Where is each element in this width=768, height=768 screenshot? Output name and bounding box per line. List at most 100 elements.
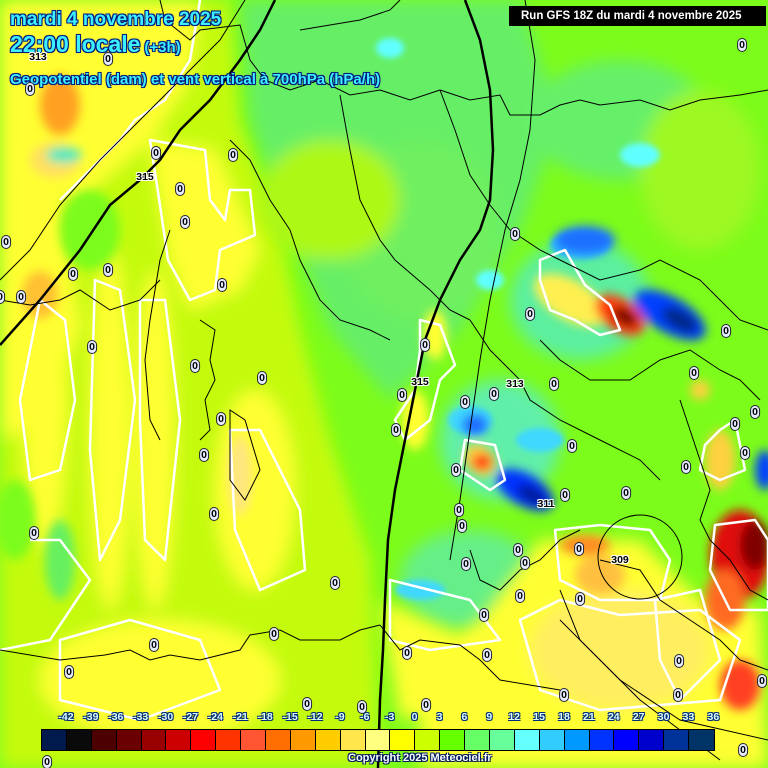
copyright-text: Copyright 2025 Meteociel.fr (348, 752, 492, 764)
zero-contour-label: 0 (421, 698, 431, 712)
forecast-local-time: 22:00 locale (10, 31, 141, 57)
zero-contour-label: 0 (567, 439, 577, 453)
zero-contour-label: 0 (357, 700, 367, 714)
zero-contour-label: 0 (510, 227, 520, 241)
colorbar-swatch (564, 730, 590, 750)
zero-contour-label: 0 (621, 486, 631, 500)
colorbar-tick-label: 33 (682, 711, 695, 723)
colorbar-swatch (42, 730, 67, 750)
zero-contour-label: 0 (175, 182, 185, 196)
zero-contour-label: 0 (513, 543, 523, 557)
colorbar-tick-label: -3 (385, 711, 395, 723)
geopotential-label: 313 (29, 51, 47, 63)
zero-contour-label: 0 (269, 627, 279, 641)
colorbar-swatch (315, 730, 341, 750)
geopotential-label: 311 (537, 498, 555, 510)
zero-contour-label: 0 (559, 688, 569, 702)
colorbar-tick-label: 24 (607, 711, 620, 723)
colorbar-tick-label: 18 (558, 711, 570, 723)
run-banner: Run GFS 18Z du mardi 4 novembre 2025 (509, 6, 766, 26)
colorbar (41, 729, 716, 751)
zero-contour-label: 0 (489, 387, 499, 401)
colorbar-swatch (216, 730, 242, 750)
colorbar-tick-label: 6 (461, 711, 468, 723)
geopotential-label: 315 (411, 376, 429, 388)
colorbar-swatch (91, 730, 117, 750)
colorbar-tick-label: 0 (411, 711, 418, 723)
colorbar-tick-label: -27 (182, 711, 199, 723)
zero-contour-label: 0 (482, 648, 492, 662)
forecast-time: 22:00 locale (+3h) (10, 31, 181, 58)
zero-contour-label: 0 (574, 542, 584, 556)
zero-contour-label: 0 (721, 324, 731, 338)
colorbar-swatch (191, 730, 217, 750)
colorbar-tick-label: 3 (436, 711, 443, 723)
zero-contour-label: 0 (402, 646, 412, 660)
colorbar-tick-label: -36 (108, 711, 124, 723)
colorbar-tick-label: -9 (335, 711, 345, 723)
zero-contour-label: 0 (515, 589, 525, 603)
colorbar-swatch (664, 730, 690, 750)
zero-contour-label: 0 (68, 267, 78, 281)
zero-contour-label: 0 (479, 608, 489, 622)
colorbar-swatch (266, 730, 291, 750)
colorbar-tick-label: -12 (307, 711, 323, 723)
zero-contour-label: 0 (151, 146, 161, 160)
colorbar-tick-label: 21 (583, 711, 595, 723)
zero-contour-label: 0 (103, 52, 113, 66)
zero-contour-label: 0 (1, 235, 11, 249)
zero-contour-label: 0 (454, 503, 464, 517)
zero-contour-label: 0 (216, 412, 226, 426)
zero-contour-label: 0 (575, 592, 585, 606)
geopotential-label: 309 (611, 554, 629, 566)
zero-contour-label: 0 (757, 674, 767, 688)
zero-contour-label: 0 (180, 215, 190, 229)
zero-contour-label: 0 (520, 556, 530, 570)
zero-contour-label: 0 (29, 526, 39, 540)
colorbar-tick-label: 9 (486, 711, 493, 723)
colorbar-tick-label: 36 (707, 711, 720, 723)
colorbar-swatch (539, 730, 565, 750)
zero-contour-label: 0 (25, 82, 35, 96)
zero-contour-label: 0 (673, 688, 683, 702)
colorbar-tick-label: -15 (282, 711, 298, 723)
geopotential-label: 315 (136, 171, 154, 183)
zero-contour-label: 0 (257, 371, 267, 385)
colorbar-tick-label: -39 (83, 711, 99, 723)
colorbar-swatch (689, 730, 715, 750)
colorbar-swatch (490, 730, 515, 750)
zero-contour-label: 0 (457, 519, 467, 533)
colorbar-swatch (66, 730, 92, 750)
parameter-title: Geopotentiel (dam) et vent vertical à 70… (10, 71, 381, 88)
colorbar-tick-label: -42 (58, 711, 74, 723)
zero-contour-label: 0 (674, 654, 684, 668)
zero-contour-label: 0 (16, 290, 26, 304)
colorbar-swatch (141, 730, 167, 750)
zero-contour-label: 0 (42, 755, 52, 768)
zero-contour-label: 0 (217, 278, 227, 292)
zero-contour-label: 0 (149, 638, 159, 652)
colorbar-tick-label: -18 (257, 711, 273, 723)
zero-contour-label: 0 (740, 446, 750, 460)
zero-contour-label: 0 (560, 488, 570, 502)
zero-contour-label: 0 (64, 665, 74, 679)
colorbar-tick-label: 12 (508, 711, 521, 723)
zero-contour-label: 0 (228, 148, 238, 162)
zero-contour-label: 0 (451, 463, 461, 477)
zero-contour-label: 0 (549, 377, 559, 391)
colorbar-tick-label: 27 (632, 711, 645, 723)
colorbar-swatch (116, 730, 142, 750)
zero-contour-label: 0 (750, 405, 760, 419)
zero-contour-label: 0 (689, 366, 699, 380)
forecast-date: mardi 4 novembre 2025 (10, 9, 222, 30)
colorbar-tick-label: 15 (533, 711, 545, 723)
zero-contour-label: 0 (302, 697, 312, 711)
colorbar-tick-label: -33 (133, 711, 149, 723)
geopotential-label: 313 (506, 378, 524, 390)
zero-contour-label: 0 (330, 576, 340, 590)
colorbar-ticks: -42 -39 -36 -33 -30 -27 -24 -21 -18 -15 -12 -9 -6 -3 0… (0, 711, 768, 725)
colorbar-swatch (514, 730, 540, 750)
zero-contour-label: 0 (391, 423, 401, 437)
colorbar-swatch (440, 730, 466, 750)
